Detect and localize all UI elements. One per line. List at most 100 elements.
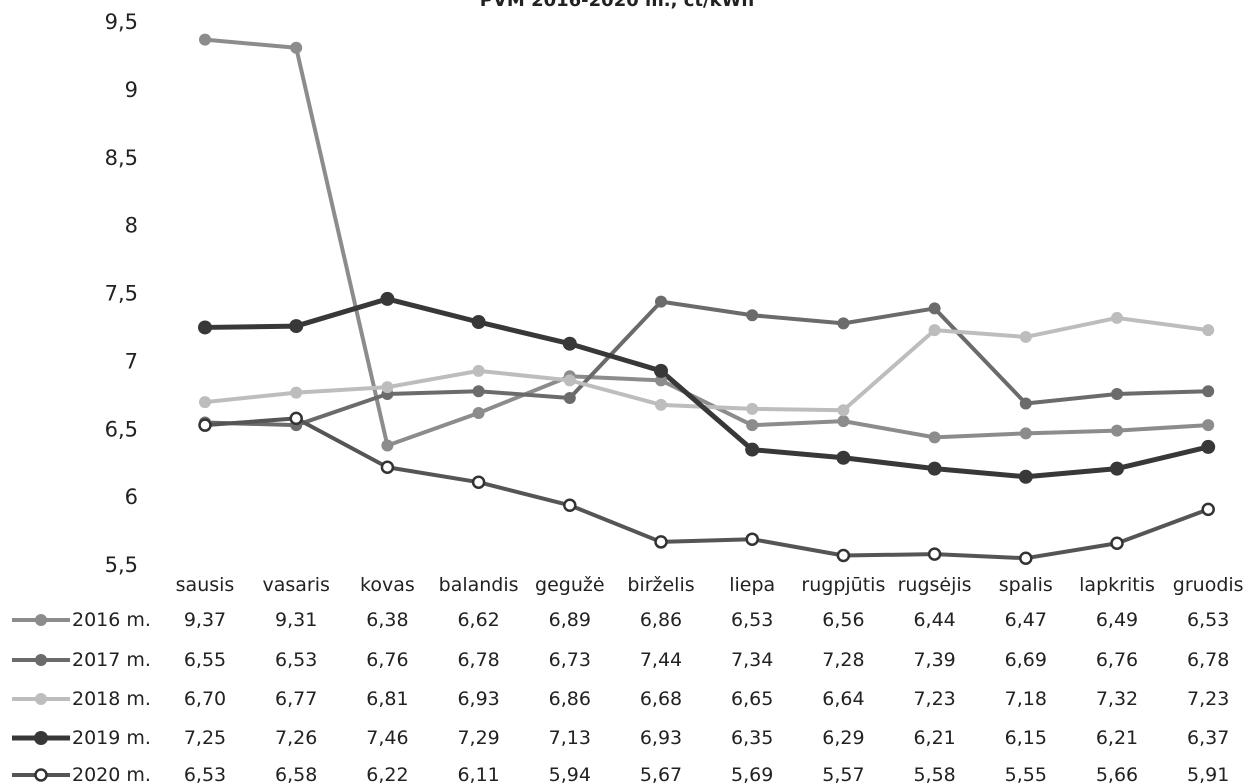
table-cell-value: 6,70 [184,688,226,710]
table-cell-value: 6,76 [366,649,408,671]
data-point [380,460,395,475]
table-cell-value: 6,11 [457,764,499,784]
table-cell-value: 6,58 [275,764,317,784]
table-cell-value: 6,53 [275,649,317,671]
data-point [1110,461,1124,476]
data-point [381,381,394,394]
data-point [472,406,485,419]
data-point [472,385,485,398]
y-tick-label: 7,5 [105,282,138,306]
data-point [563,498,577,513]
data-point [198,320,212,335]
table-cell-value: 6,22 [366,764,408,784]
data-point [290,41,303,54]
table-cell-value: 6,21 [1096,727,1138,749]
data-point [654,363,668,378]
table-cell-value: 6,78 [457,649,499,671]
table-cell-value: 6,62 [457,609,499,631]
data-point [837,317,850,330]
y-tick-label: 8 [125,214,138,238]
data-point [1019,551,1033,565]
category-label: gegužė [535,574,605,596]
data-point [928,431,941,444]
data-point [654,535,668,549]
data-point [1018,469,1033,484]
table-cell-value: 7,26 [275,727,317,749]
data-point [563,392,576,405]
legend-marker [35,693,47,705]
table-cell-value: 7,23 [913,688,955,710]
table-cell-value: 6,15 [1005,727,1047,749]
category-labels: sausis vasaris kovas balandis gegužė birželis… [176,574,1244,596]
table-cell-value: 7,39 [913,649,955,671]
table-cell-value: 7,23 [1187,688,1229,710]
table-cell-value: 6,53 [731,609,773,631]
table-cell-value: 7,34 [731,649,773,671]
table-cell-value: 6,73 [549,649,591,671]
series-line [204,296,1209,480]
table-cell-value: 6,53 [1187,609,1229,631]
series-lines [204,37,1209,561]
category-label: spalis [999,574,1053,596]
data-point [1019,397,1032,410]
data-point [927,547,942,561]
table-cell-value: 5,94 [549,764,591,784]
data-point [1201,439,1216,454]
table-cell-value: 6,69 [1005,649,1047,671]
data-point [928,302,941,315]
table-cell-value: 5,91 [1187,764,1229,784]
legend-label: 2019 m. [72,727,151,749]
legend-marker [34,768,48,782]
table-cell-value: 7,13 [549,727,591,749]
category-label: kovas [360,574,415,596]
series-line [204,315,1209,413]
table-cell-value: 6,89 [549,609,591,631]
y-tick-label: 9 [125,78,138,102]
legend-marker [34,731,48,745]
table-cell-value: 7,25 [184,727,226,749]
series-line [204,299,1209,428]
category-label: vasaris [262,574,329,596]
table-cell-value: 6,44 [913,609,955,631]
data-point [837,404,850,417]
data-point [381,439,394,452]
table-cell-value: 6,55 [184,649,226,671]
data-point [836,548,851,563]
data-point [1019,330,1032,343]
data-point [655,398,667,411]
table-cell-value: 5,58 [913,764,955,784]
table-cell-value: 6,77 [275,688,317,710]
legend-label: 2016 m. [72,609,151,631]
table-cell-value: 6,53 [184,764,226,784]
data-point [1202,324,1215,337]
data-table: 2016 m. 9,37 9,31 6,38 6,62 6,89 6,86 6,53 6,56 6… [12,609,1229,784]
category-label: gruodis [1173,574,1244,596]
table-cell-value: 5,55 [1005,764,1047,784]
category-label: balandis [439,574,519,596]
table-cell-value: 6,49 [1096,609,1138,631]
data-point [745,442,760,457]
data-point [1111,387,1123,400]
legend-label: 2020 m. [72,764,151,784]
data-point [927,461,942,476]
legend-label: 2017 m. [72,649,151,671]
data-point [836,450,851,465]
series-line [204,416,1209,561]
series-points [198,33,1216,565]
y-tick-label: 9,5 [105,10,138,34]
data-point [746,419,759,432]
table-cell-value: 6,65 [731,688,773,710]
table-cell-value: 5,66 [1096,764,1138,784]
data-point [198,418,212,432]
table-cell-value: 6,86 [640,609,682,631]
data-point [746,402,759,415]
data-point [928,324,941,337]
table-cell-value: 6,93 [457,688,499,710]
table-cell-value: 6,86 [549,688,591,710]
table-cell-value: 6,68 [640,688,682,710]
table-cell-value: 6,37 [1187,727,1229,749]
y-tick-label: 6,5 [105,417,138,441]
legend-label: 2018 m. [72,688,151,710]
data-point [563,374,576,387]
